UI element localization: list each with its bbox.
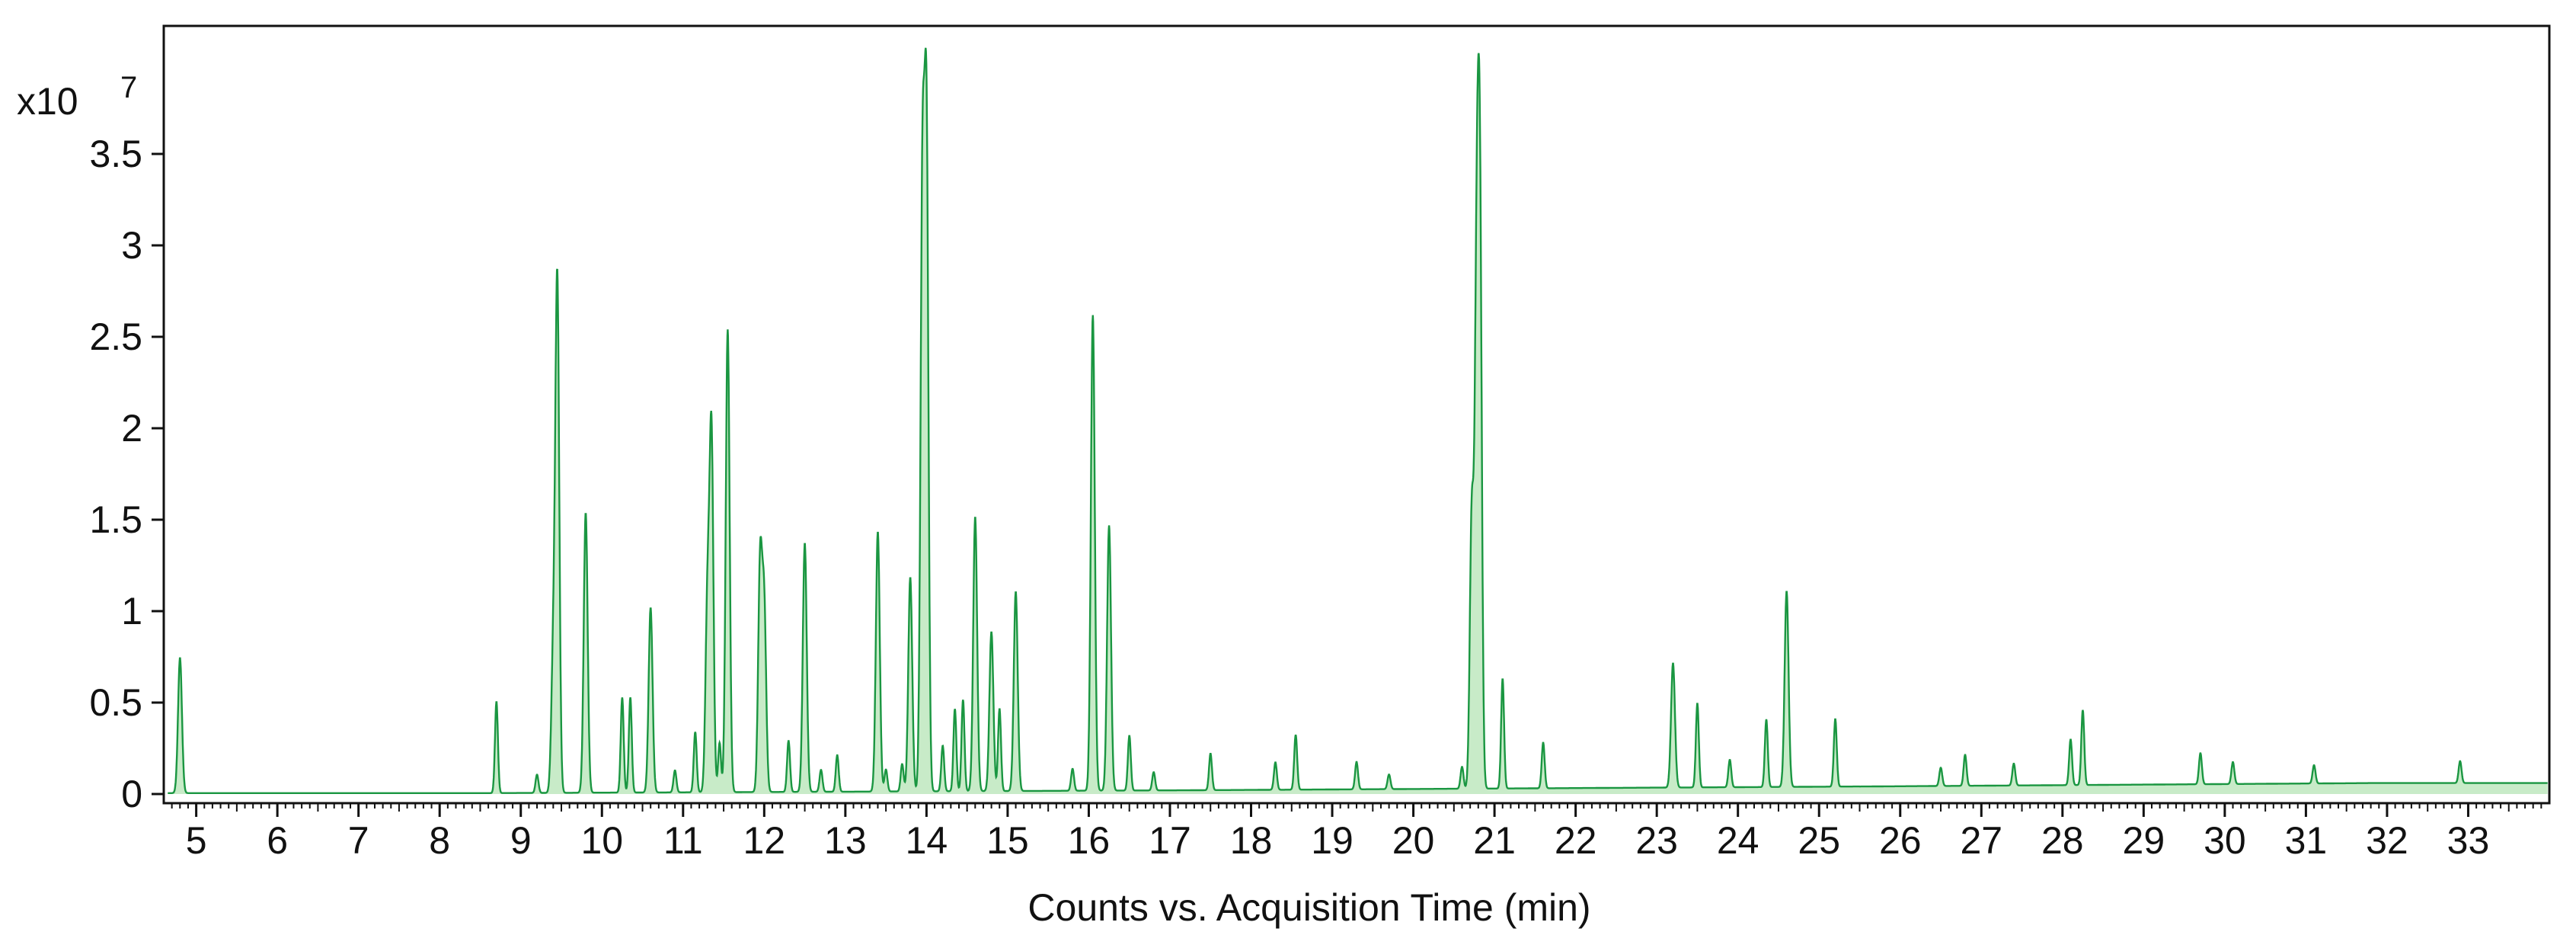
x-tick-label: 28	[2041, 819, 2084, 862]
plot-frame	[162, 24, 2551, 805]
x-axis-title: Counts vs. Acquisition Time (min)	[1028, 886, 1590, 929]
y-tick-label: 0.5	[89, 681, 142, 724]
x-tick-label: 32	[2366, 819, 2408, 862]
x-tick-label: 18	[1230, 819, 1273, 862]
y-tick-label: 2	[121, 407, 142, 450]
y-tick-label: 1	[121, 590, 142, 632]
signal-area	[168, 47, 2548, 795]
x-tick-label: 5	[186, 819, 207, 862]
plot-area	[168, 47, 2548, 795]
x-tick-label: 14	[906, 819, 948, 862]
x-tick-label: 22	[1555, 819, 1597, 862]
x-tick-label: 33	[2447, 819, 2490, 862]
x-tick-label: 23	[1635, 819, 1678, 862]
x-axis: 5 6 7 8 9 10 11 12 13 14 15 16 17 18 19 20 21 22 23 24 25 26 2…	[171, 803, 2542, 862]
y-tick-label: 0	[121, 773, 142, 815]
x-tick-label: 11	[663, 819, 703, 862]
x-tick-label: 10	[580, 819, 623, 862]
y-scale-exponent-label: 7	[120, 71, 137, 104]
x-tick-label: 6	[267, 819, 288, 862]
y-tick-label: 1.5	[89, 498, 142, 541]
x-tick-label: 21	[1473, 819, 1516, 862]
signal-line	[168, 47, 2548, 794]
y-tick-label: 3.5	[89, 133, 142, 175]
x-tick-label: 12	[743, 819, 786, 862]
x-tick-label: 19	[1311, 819, 1354, 862]
x-tick-label: 30	[2204, 819, 2246, 862]
x-tick-label: 8	[429, 819, 450, 862]
y-tick-label: 2.5	[89, 315, 142, 358]
x-tick-label: 29	[2123, 819, 2165, 862]
y-tick-label: 3	[121, 224, 142, 267]
y-scale-base-label: x10	[17, 80, 78, 123]
x-tick-label: 27	[1960, 819, 2002, 862]
x-tick-label: 15	[986, 819, 1029, 862]
x-tick-label: 24	[1717, 819, 1759, 862]
x-tick-label: 16	[1068, 819, 1111, 862]
x-tick-label: 13	[824, 819, 867, 862]
x-tick-label: 25	[1798, 819, 1840, 862]
x-tick-label: 26	[1879, 819, 1922, 862]
x-tick-label: 9	[510, 819, 532, 862]
x-tick-label: 17	[1149, 819, 1191, 862]
x-tick-label: 20	[1392, 819, 1435, 862]
x-tick-label: 31	[2285, 819, 2328, 862]
y-axis: 0 0.5 1 1.5 2 2.5 3 3.5	[89, 133, 164, 815]
x-tick-label: 7	[348, 819, 369, 862]
